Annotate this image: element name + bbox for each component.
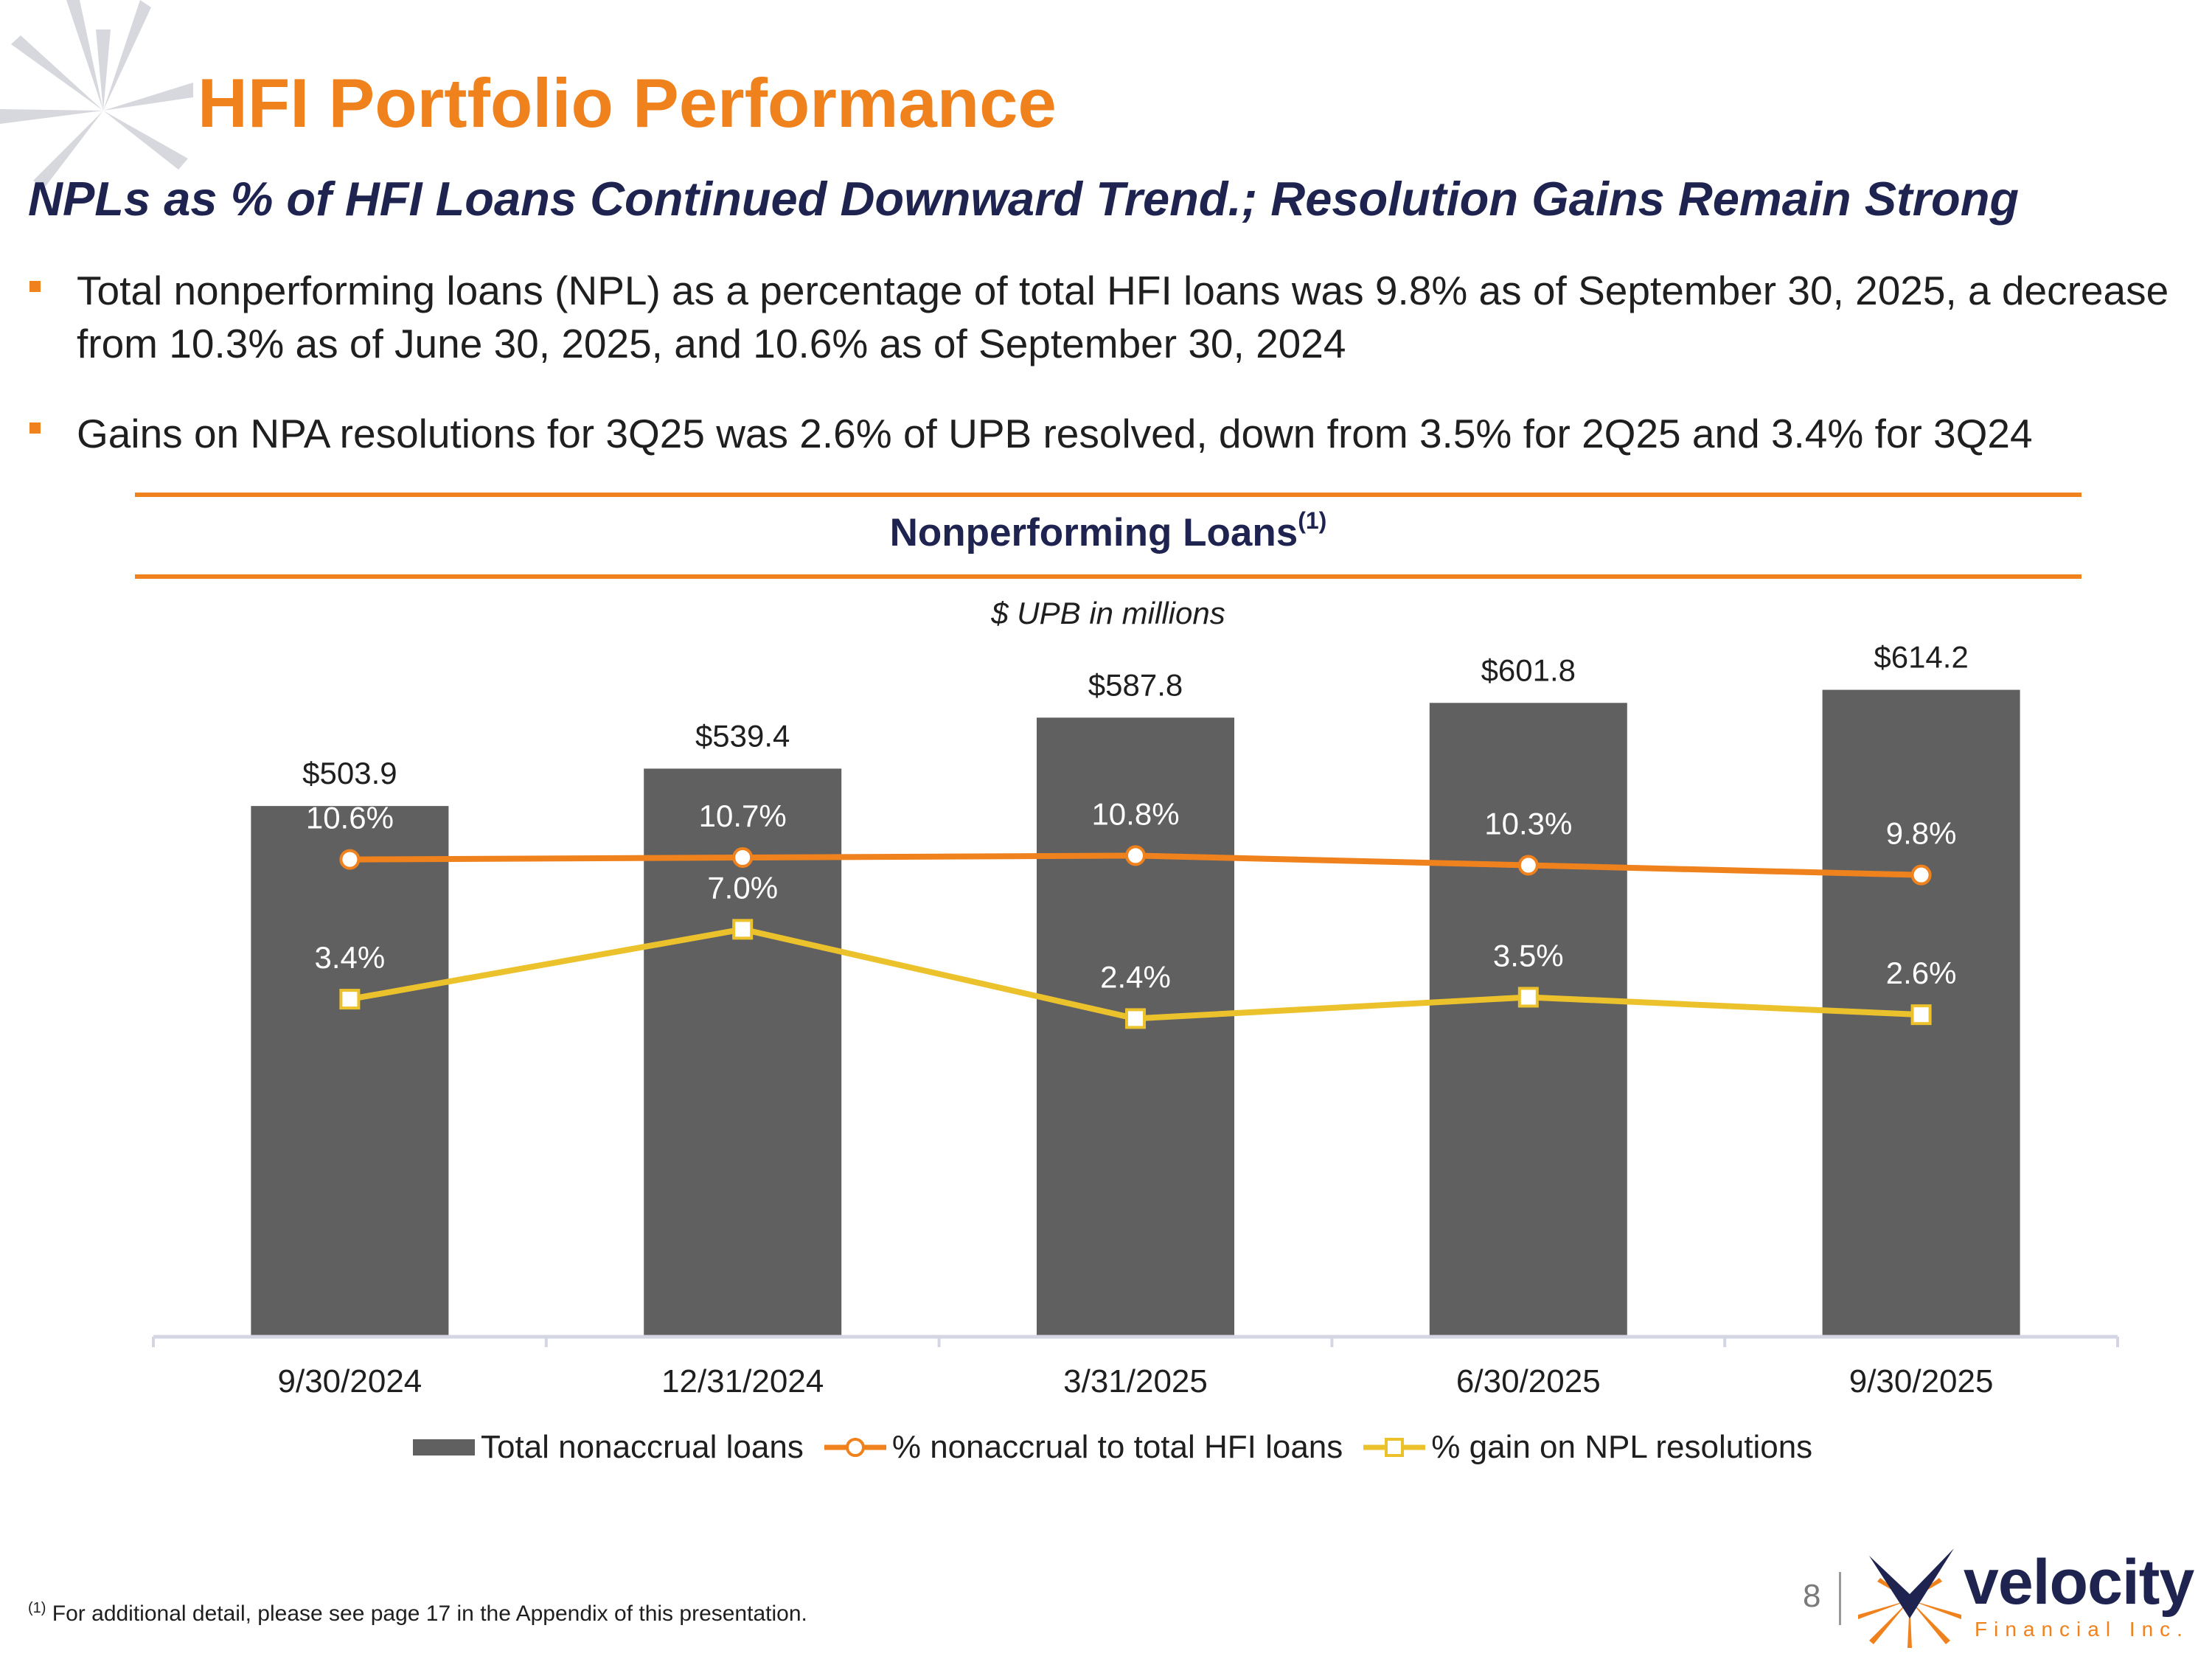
chart-subtitle: $ UPB in millions [991,596,1225,630]
nonaccrual-pct-label: 9.8% [1886,816,1957,851]
bar-value-label: $503.9 [302,756,397,790]
footnote: (1) For additional detail, please see pa… [28,1600,807,1627]
bar-total-nonaccrual [1429,703,1627,1337]
legend-label: % gain on NPL resolutions [1431,1429,1813,1465]
legend-label: Total nonaccrual loans [481,1429,804,1465]
chart-title-footnote-marker: (1) [1298,507,1327,534]
legend-item-gain: % gain on NPL resolutions [1363,1429,1812,1466]
point-nonaccrual-pct [1125,845,1146,866]
legend-item-nonaccrual: % nonaccrual to total HFI loans [824,1429,1343,1466]
point-nonaccrual-pct [1517,855,1539,876]
point-nonaccrual-pct [732,847,754,868]
gain-pct-label: 7.0% [707,870,778,905]
footer-divider [1839,1572,1841,1625]
chart-title-rule-bottom [135,574,2081,579]
x-tick-label: 3/31/2025 [1063,1363,1208,1399]
legend-item-bars: Total nonaccrual loans [413,1429,804,1466]
bullet-text: Total nonperforming loans (NPL) as a per… [77,268,2169,366]
nonaccrual-pct-label: 10.8% [1091,796,1179,831]
gain-pct-label: 2.6% [1886,956,1957,990]
bar-value-label: $539.4 [695,718,790,753]
page-title: HFI Portfolio Performance [198,64,1057,142]
footnote-marker: (1) [28,1600,46,1616]
chart-legend: Total nonaccrual loans % nonaccrual to t… [413,1429,1833,1466]
gain-pct-label: 3.5% [1493,938,1564,973]
nonaccrual-pct-label: 10.3% [1484,807,1572,841]
legend-swatch-bar [413,1439,475,1455]
point-gain-pct [339,989,361,1010]
legend-swatch-circle-line [824,1438,886,1457]
star-logo-icon [0,0,193,188]
logo-wordmark: velocity [1964,1547,2194,1618]
velocity-logo-icon [1858,1548,1961,1648]
bar-value-label: $614.2 [1874,640,1968,675]
point-gain-pct [1910,1004,1932,1026]
bar-value-label: $601.8 [1481,653,1576,687]
bullet-marker [29,281,41,292]
point-gain-pct [1517,987,1539,1008]
point-gain-pct [732,919,754,940]
bar-total-nonaccrual [251,806,449,1337]
legend-label: % nonaccrual to total HFI loans [891,1429,1343,1465]
chart-title-text: Nonperforming Loans [889,511,1298,554]
logo-subtitle: Financial Inc. [1975,1618,2189,1641]
page-subtitle: NPLs as % of HFI Loans Continued Downwar… [28,172,2020,226]
bullet-text: Gains on NPA resolutions for 3Q25 was 2.… [77,411,2033,456]
legend-swatch-square-line [1363,1438,1426,1457]
x-tick-label: 6/30/2025 [1456,1363,1601,1399]
point-nonaccrual-pct [1910,864,1932,886]
page-number: 8 [1803,1578,1821,1614]
bullet-marker [29,422,41,434]
bar-value-label: $587.8 [1088,667,1183,702]
x-tick-label: 12/31/2024 [661,1363,824,1399]
chart-title-rule-top [135,493,2081,497]
nonaccrual-pct-label: 10.6% [306,801,394,835]
x-tick-label: 9/30/2025 [1849,1363,1994,1399]
footnote-text: For additional detail, please see page 1… [52,1601,807,1626]
nonaccrual-pct-label: 10.7% [699,799,787,833]
gain-pct-label: 3.4% [315,940,386,975]
point-nonaccrual-pct [339,849,361,870]
point-gain-pct [1125,1008,1146,1029]
chart-title: Nonperforming Loans(1) [135,507,2081,555]
x-tick-label: 9/30/2024 [278,1363,422,1399]
gain-pct-label: 2.4% [1100,959,1171,994]
